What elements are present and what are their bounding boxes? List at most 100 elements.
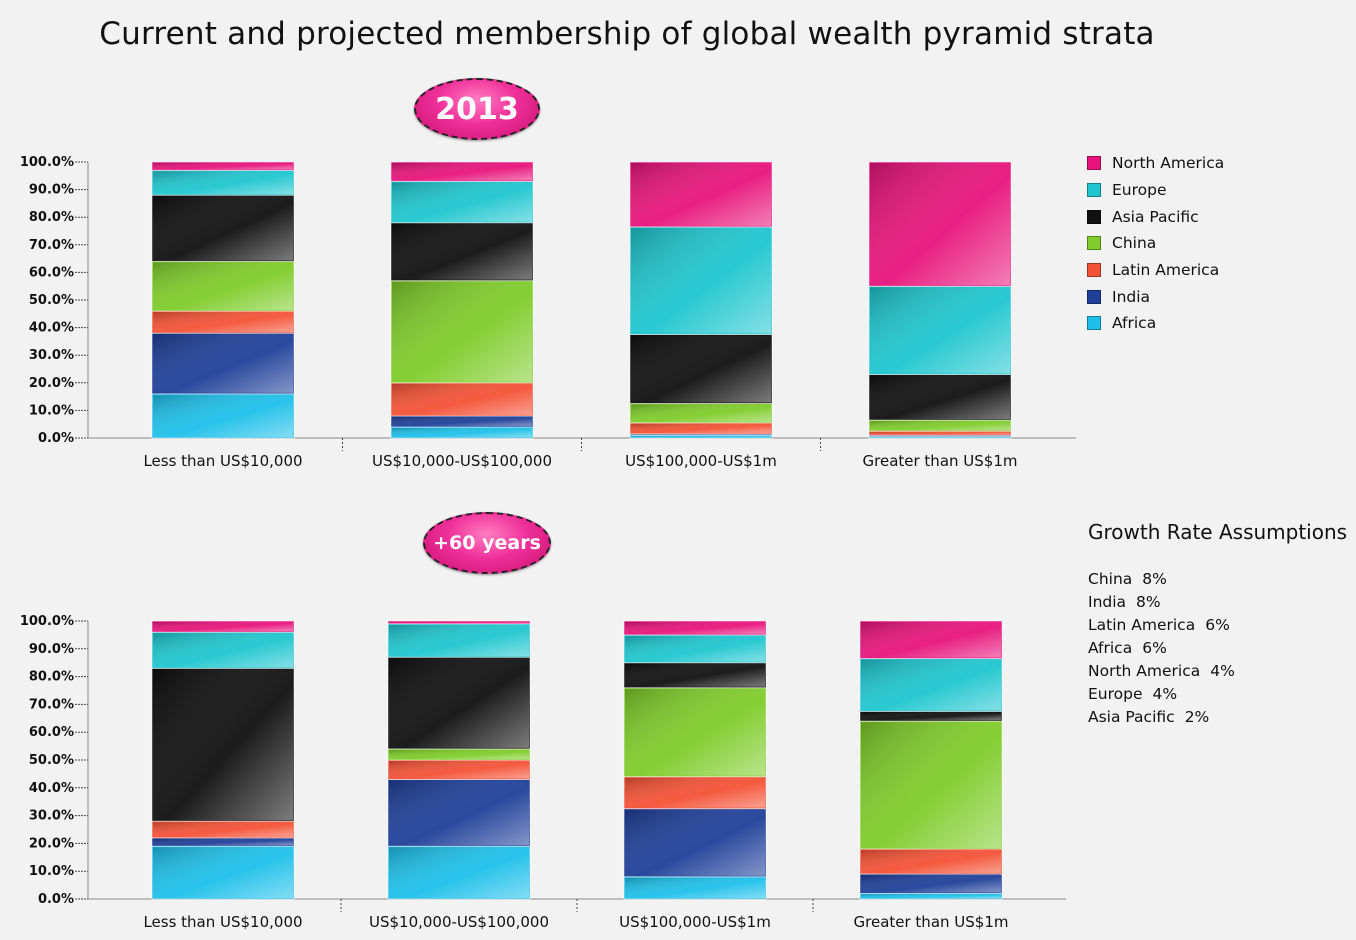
x-tick-label: US$10,000-US$100,000	[369, 913, 549, 931]
y-tick-label: 50.0%	[29, 753, 74, 768]
x-tick-label: Less than US$10,000	[143, 913, 302, 931]
bar-gloss	[153, 847, 293, 898]
y-tick-label: 90.0%	[29, 183, 74, 198]
bar-gloss	[631, 404, 771, 422]
y-tick-label: 80.0%	[29, 210, 74, 225]
bar-gloss	[392, 416, 532, 426]
y-tick-label: 30.0%	[29, 348, 74, 363]
bar-gloss	[389, 624, 529, 657]
legend-item-europe: Europe	[1087, 177, 1224, 204]
growth-rate-list: China 8% India 8% Latin America 6% Africa 6%…	[1088, 570, 1235, 731]
x-tick-label: US$10,000-US$100,000	[372, 452, 552, 470]
legend: North America Europe Asia Pacific China …	[1087, 150, 1224, 337]
legend-swatch-asia-pacific	[1087, 209, 1101, 224]
chart-plus-60-years: 0.0% 10.0% 20.0% 30.0% 40.0% 50.0% 60.0% 70.0% 8…	[20, 614, 1066, 931]
bar-gloss	[392, 182, 532, 222]
bar-gloss	[625, 635, 765, 662]
legend-label: India	[1112, 287, 1151, 306]
growth-row: Africa 6%	[1088, 639, 1235, 662]
y-tick-label: 20.0%	[29, 376, 74, 391]
bar-gloss	[625, 777, 765, 808]
bar-gloss	[625, 622, 765, 634]
bar-gloss	[870, 375, 1010, 420]
bar-gloss	[631, 436, 771, 437]
legend-swatch-north-america	[1087, 156, 1101, 171]
bar-gloss	[389, 658, 529, 748]
y-tick-label: 100.0%	[20, 155, 74, 170]
bar-gloss	[861, 849, 1001, 873]
y-tick-label: 50.0%	[29, 293, 74, 308]
chart-2013: 0.0% 10.0% 20.0% 30.0% 40.0% 50.0% 60.0% 70.0% 8…	[20, 155, 1076, 470]
growth-rate: 6%	[1142, 639, 1167, 657]
legend-swatch-china	[1087, 236, 1101, 251]
legend-swatch-africa	[1087, 316, 1101, 331]
growth-row: North America 4%	[1088, 662, 1235, 685]
bar-gloss	[861, 622, 1001, 658]
bar-gloss	[625, 688, 765, 776]
bar-gloss	[870, 421, 1010, 431]
growth-rate: 4%	[1152, 685, 1178, 703]
legend-label: Latin America	[1112, 261, 1220, 280]
legend-label: North America	[1112, 154, 1225, 173]
growth-rate: 2%	[1184, 708, 1210, 726]
growth-row: Asia Pacific 2%	[1088, 708, 1235, 731]
y-tick-label: 90.0%	[29, 642, 74, 657]
bar-gloss	[392, 383, 532, 415]
y-tick-label: 70.0%	[29, 697, 74, 712]
bar-gloss	[153, 622, 293, 632]
bar-gloss	[153, 312, 293, 333]
bar-gloss	[870, 163, 1010, 286]
bar-gloss	[870, 287, 1010, 374]
y-tick-label: 10.0%	[29, 403, 74, 418]
legend-label: Asia Pacific	[1112, 207, 1199, 226]
bar-gloss	[153, 822, 293, 837]
bar-gloss	[631, 423, 771, 433]
bar-gloss	[389, 761, 529, 779]
y-tick-label: 10.0%	[29, 864, 74, 879]
badge-2013: 2013	[414, 78, 540, 140]
growth-rate-title: Growth Rate Assumptions	[1088, 520, 1348, 544]
legend-item-north-america: North America	[1087, 150, 1224, 177]
bar-gloss	[392, 163, 532, 181]
bar-gloss	[631, 163, 771, 226]
legend-label: Africa	[1112, 314, 1157, 333]
x-tick-label: Greater than US$1m	[863, 452, 1018, 470]
legend-item-china: China	[1087, 230, 1224, 257]
growth-row: Europe 4%	[1088, 685, 1235, 708]
y-tick-label: 40.0%	[29, 781, 74, 796]
y-tick-label: 0.0%	[38, 431, 74, 446]
bar-gloss	[861, 722, 1001, 848]
x-tick-label: Less than US$10,000	[143, 452, 302, 470]
y-tick-label: 80.0%	[29, 670, 74, 685]
bar-gloss	[870, 432, 1010, 435]
y-tick-label: 30.0%	[29, 809, 74, 824]
bar-gloss	[153, 669, 293, 821]
legend-swatch-india	[1087, 289, 1101, 304]
growth-region: North America	[1088, 662, 1201, 680]
bar-gloss	[861, 894, 1001, 898]
bar-gloss	[389, 780, 529, 846]
legend-item-africa: Africa	[1087, 310, 1224, 337]
growth-region: Africa	[1088, 639, 1133, 657]
y-tick-label: 100.0%	[20, 614, 74, 629]
y-tick-label: 60.0%	[29, 725, 74, 740]
growth-region: India	[1088, 593, 1127, 611]
bar-gloss	[153, 394, 293, 437]
bar-gloss	[392, 427, 532, 437]
growth-row: China 8%	[1088, 570, 1235, 593]
growth-region: China	[1088, 570, 1133, 588]
bar-gloss	[153, 633, 293, 668]
bar-gloss	[153, 262, 293, 311]
bar-gloss	[631, 227, 771, 334]
y-tick-label: 60.0%	[29, 265, 74, 280]
growth-rate: 4%	[1210, 662, 1235, 680]
bar-gloss	[631, 335, 771, 403]
x-tick-label: US$100,000-US$1m	[625, 452, 777, 470]
bar-gloss	[625, 877, 765, 898]
y-tick-label: 0.0%	[38, 892, 74, 907]
legend-swatch-latin-america	[1087, 263, 1101, 278]
bar-gloss	[153, 838, 293, 846]
growth-region: Europe	[1088, 685, 1143, 703]
bar-gloss	[153, 196, 293, 261]
legend-item-asia-pacific: Asia Pacific	[1087, 203, 1224, 230]
